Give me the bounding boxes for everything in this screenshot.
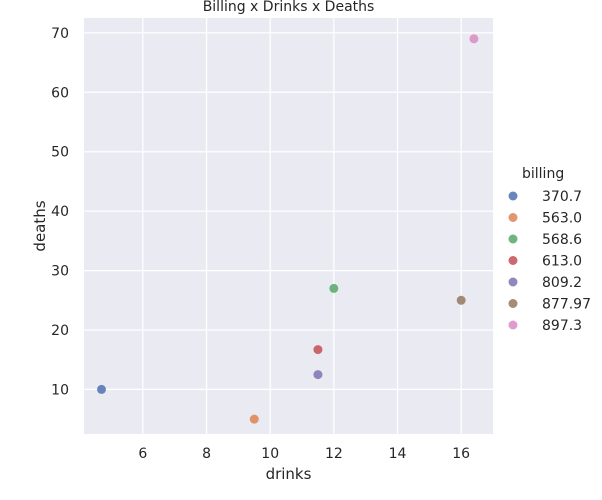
legend-label: 370.7 (542, 189, 582, 205)
x-tick-label: 6 (138, 446, 147, 462)
legend-marker (508, 191, 518, 201)
legend-marker (508, 320, 518, 330)
grid-lines (84, 18, 493, 434)
legend-marker (508, 299, 518, 308)
x-tick-label: 16 (452, 446, 470, 462)
tick-labels: 6 8 10 12 14 16 10 20 30 40 50 60 70 (51, 26, 470, 462)
legend-marker (508, 256, 518, 265)
legend-items: 370.7 563.0 568.6 613.0 809.2 877.97 897.3 (508, 189, 591, 334)
legend-title: billing (522, 166, 564, 182)
legend-marker (508, 234, 518, 244)
plot-background (84, 18, 493, 434)
y-axis-label: deaths (31, 200, 49, 251)
x-tick-label: 8 (202, 446, 211, 462)
y-tick-label: 30 (51, 264, 69, 280)
y-tick-label: 40 (51, 204, 69, 220)
y-tick-label: 70 (51, 26, 69, 42)
x-tick-label: 12 (325, 446, 343, 462)
y-tick-label: 20 (51, 323, 69, 339)
data-point-613.0 (313, 345, 323, 355)
legend-marker (508, 213, 518, 222)
data-points (97, 34, 479, 424)
y-tick-label: 10 (51, 382, 69, 398)
legend-label: 568.6 (542, 232, 582, 248)
legend-label: 563.0 (542, 211, 582, 227)
legend-label: 877.97 (542, 297, 591, 313)
y-tick-label: 50 (51, 145, 69, 161)
data-point-568.6 (329, 283, 339, 293)
chart-title: Billing x Drinks x Deaths (203, 0, 375, 15)
legend: billing 370.7 563.0 568.6 613.0 809.2 877.97 8… (508, 166, 591, 334)
x-tick-label: 14 (389, 446, 407, 462)
data-point-877.97 (456, 295, 466, 305)
legend-label: 613.0 (542, 254, 582, 270)
data-point-809.2 (313, 370, 323, 380)
y-tick-label: 60 (51, 85, 69, 101)
legend-marker (508, 277, 518, 287)
data-point-563.0 (249, 414, 259, 424)
data-point-370.7 (97, 384, 107, 394)
legend-label: 897.3 (542, 318, 582, 334)
legend-label: 809.2 (542, 275, 582, 291)
data-point-897.3 (469, 34, 479, 44)
x-axis-label: drinks (266, 465, 312, 483)
x-tick-label: 10 (261, 446, 279, 462)
